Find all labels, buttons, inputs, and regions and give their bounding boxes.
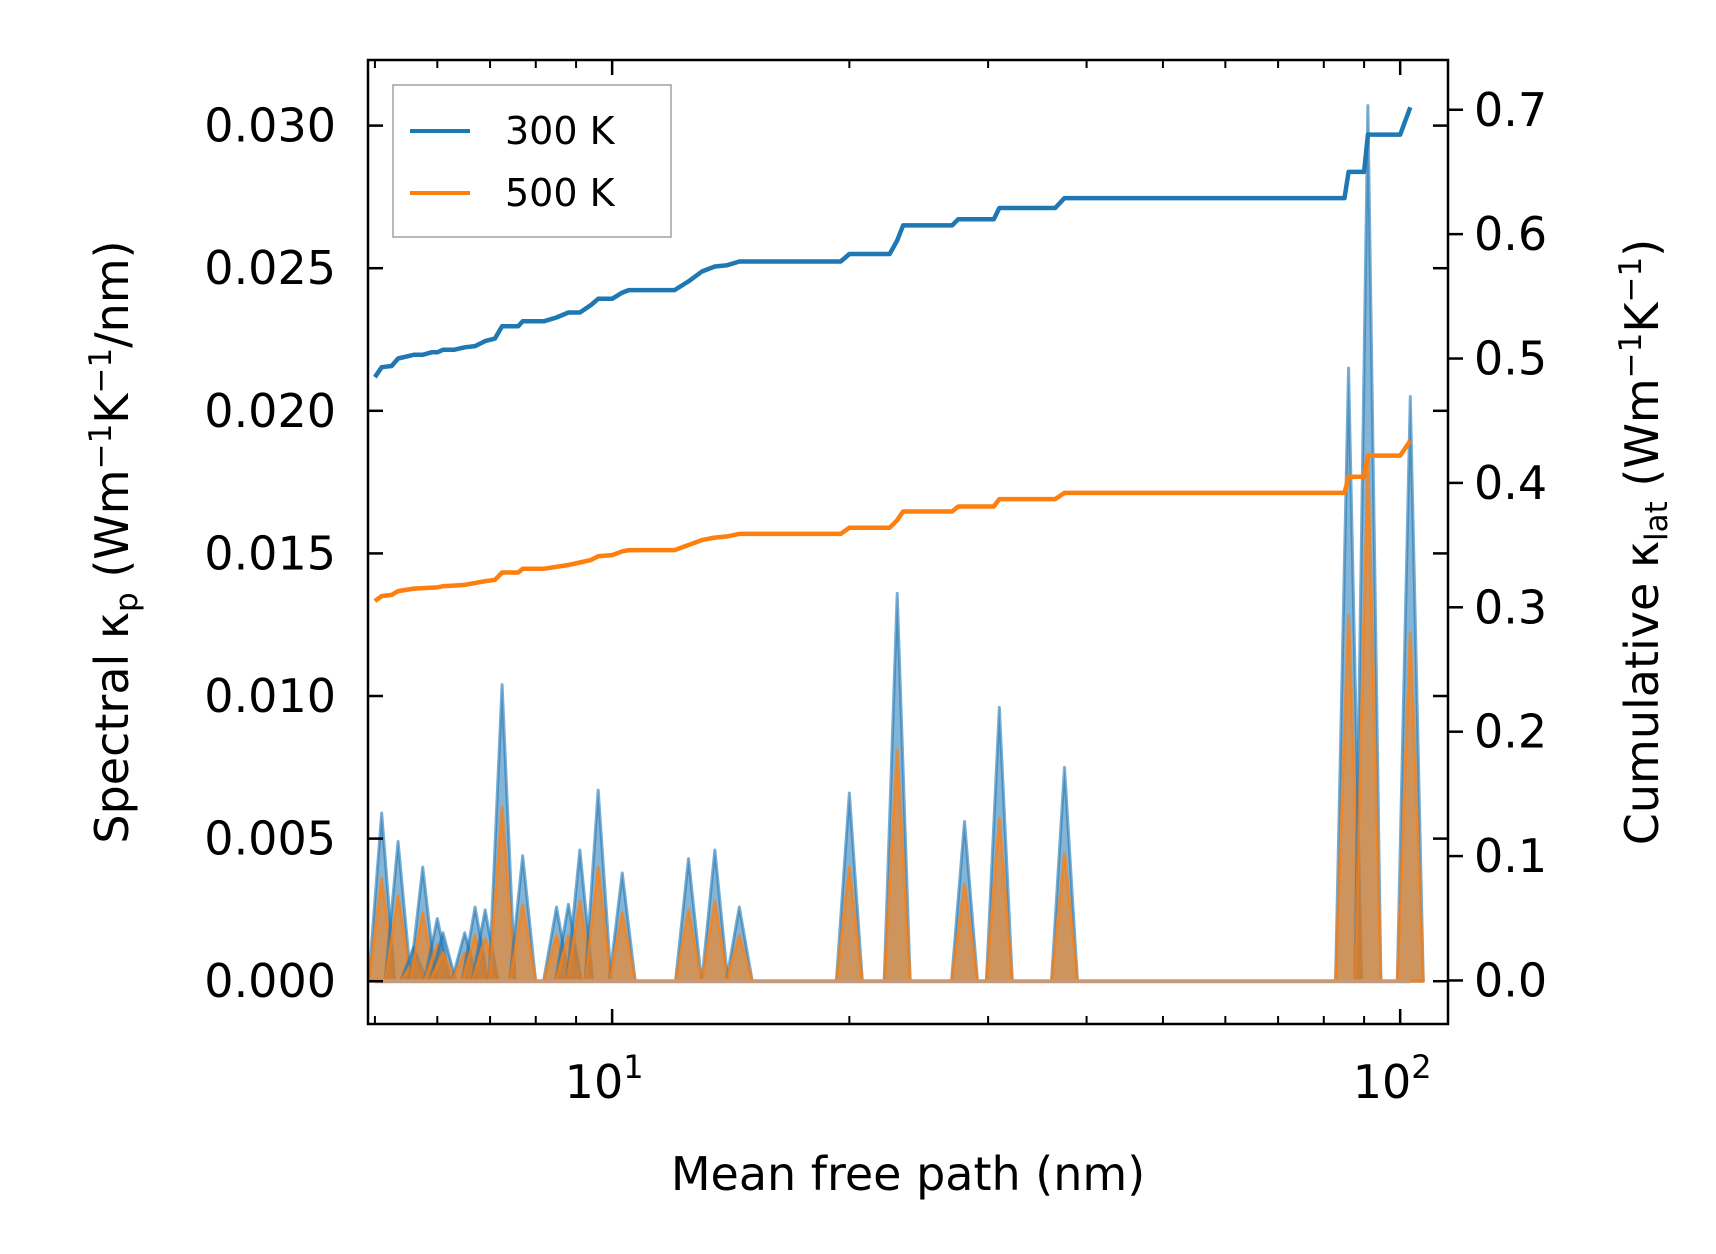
right-tick-label-5: 0.5 [1474, 332, 1547, 386]
cumulative-line-500k [373, 439, 1413, 603]
legend-box [392, 84, 672, 238]
right-tick-label-1: 0.1 [1474, 829, 1547, 883]
legend-label-500k: 500 K [505, 171, 616, 215]
right-tick-label-7: 0.7 [1474, 83, 1547, 137]
left-tick-label-3: 0.015 [204, 526, 336, 580]
left-tick-label-6: 0.030 [204, 99, 336, 153]
right-title-sup1: −1 [1613, 333, 1649, 379]
legend-label-300k: 300 K [505, 109, 616, 153]
right-title-post: (Wm [1615, 378, 1669, 501]
left-tick-label-4: 0.020 [204, 384, 336, 438]
right-tick-label-0: 0.0 [1474, 953, 1547, 1007]
cumulative-line-300k [373, 106, 1413, 379]
right-axis-title: Cumulative κlat (Wm−1K−1) [1613, 239, 1675, 845]
left-tick-label-1: 0.005 [204, 812, 336, 866]
x-tick-label-0: 101 [565, 1048, 644, 1109]
axes-frame [366, 58, 1450, 1026]
left-axis-title: Spectral κp (Wm−1K−1/nm) [83, 240, 145, 843]
left-tick-label-5: 0.025 [204, 241, 336, 295]
right-tick-label-2: 0.2 [1474, 705, 1547, 759]
axis-ticks: 0.000 0.005 0.010 0.015 0.020 0.025 0.030 0.0 0.… [204, 60, 1547, 1109]
x-tick-label-1: 102 [1353, 1048, 1432, 1109]
right-tick-label-6: 0.6 [1474, 207, 1547, 261]
left-title-sup2: −1 [83, 348, 119, 394]
x-axis-title: Mean free path (nm) [671, 1147, 1145, 1201]
right-title-sub: lat [1639, 501, 1675, 541]
left-tick-label-0: 0.000 [204, 954, 336, 1008]
right-tick-label-3: 0.3 [1474, 580, 1547, 634]
left-title-end: /nm) [85, 240, 139, 347]
right-tick-label-4: 0.4 [1474, 456, 1547, 510]
left-title-sup1: −1 [83, 424, 119, 470]
right-title-end: ) [1615, 239, 1669, 257]
right-title-sup2: −1 [1613, 257, 1649, 303]
left-title-pre: Spectral κ [85, 612, 139, 844]
right-title-mid: K [1615, 301, 1669, 333]
left-title-mid: K [85, 392, 139, 424]
left-tick-label-2: 0.010 [204, 669, 336, 723]
right-title-pre: Cumulative κ [1615, 541, 1669, 845]
plot-area [367, 104, 1425, 984]
left-title-post: (Wm [85, 469, 139, 592]
legend: 300 K 500 K [392, 84, 672, 238]
left-title-sub: p [109, 592, 145, 612]
